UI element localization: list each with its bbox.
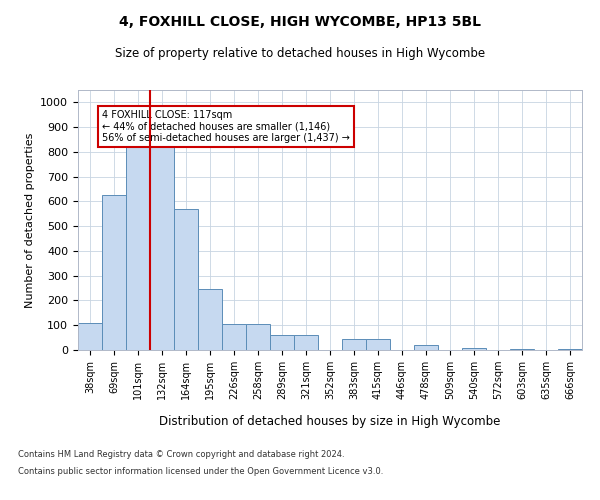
Bar <box>126 147 150 350</box>
Bar <box>150 147 174 350</box>
Bar <box>78 323 102 350</box>
Text: Contains public sector information licensed under the Open Government Licence v3: Contains public sector information licen… <box>18 468 383 476</box>
Bar <box>342 339 366 350</box>
Bar <box>222 324 246 350</box>
Bar <box>294 335 318 350</box>
Bar <box>174 209 198 350</box>
Bar <box>462 348 486 350</box>
Bar <box>366 339 390 350</box>
Bar <box>102 195 126 350</box>
Y-axis label: Number of detached properties: Number of detached properties <box>25 132 35 308</box>
Text: Contains HM Land Registry data © Crown copyright and database right 2024.: Contains HM Land Registry data © Crown c… <box>18 450 344 459</box>
Text: Distribution of detached houses by size in High Wycombe: Distribution of detached houses by size … <box>160 415 500 428</box>
Text: 4 FOXHILL CLOSE: 117sqm
← 44% of detached houses are smaller (1,146)
56% of semi: 4 FOXHILL CLOSE: 117sqm ← 44% of detache… <box>102 110 350 143</box>
Text: 4, FOXHILL CLOSE, HIGH WYCOMBE, HP13 5BL: 4, FOXHILL CLOSE, HIGH WYCOMBE, HP13 5BL <box>119 15 481 29</box>
Bar <box>270 335 294 350</box>
Bar <box>246 324 270 350</box>
Bar <box>510 349 534 350</box>
Bar <box>414 345 438 350</box>
Text: Size of property relative to detached houses in High Wycombe: Size of property relative to detached ho… <box>115 48 485 60</box>
Bar <box>198 290 222 350</box>
Bar <box>558 349 582 350</box>
